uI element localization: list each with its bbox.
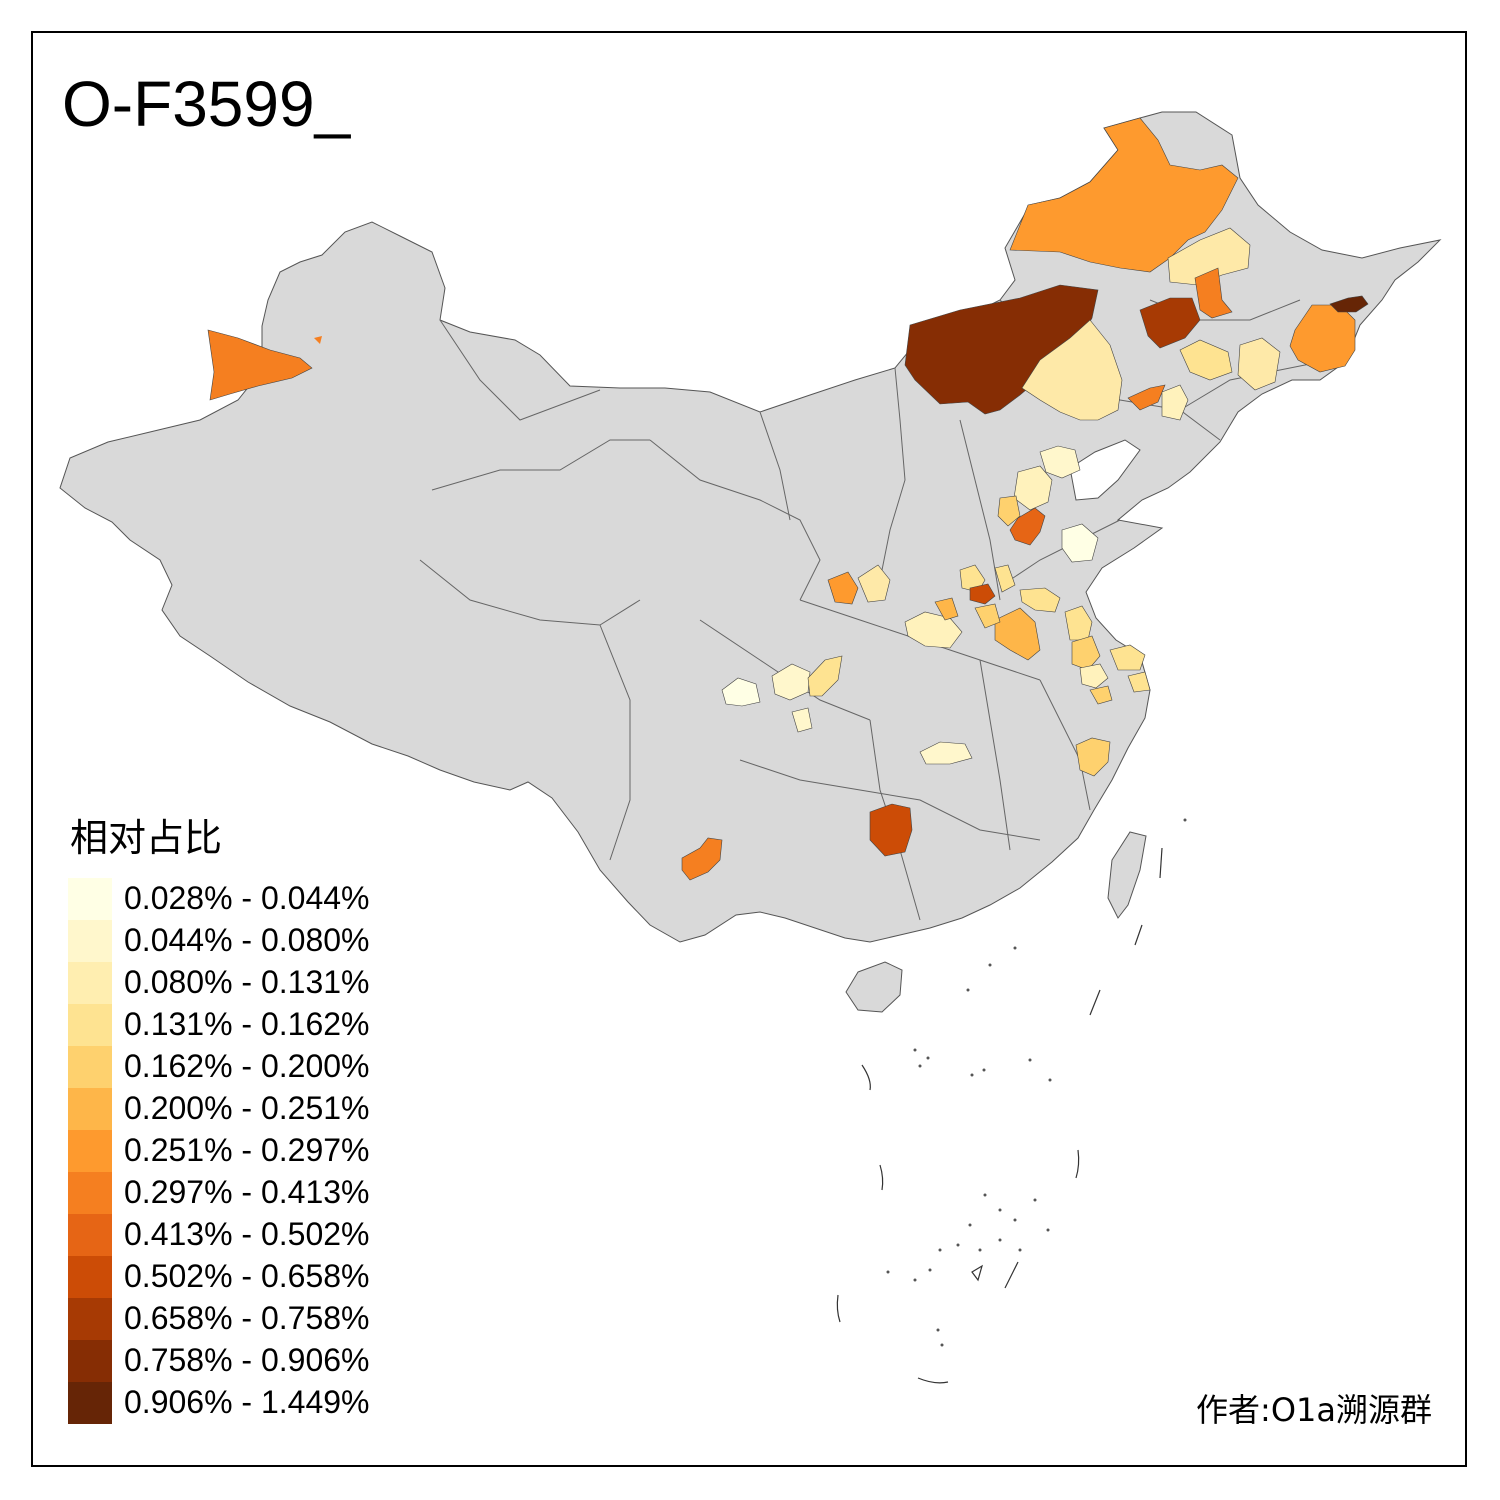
legend-label: 0.251% - 0.297% <box>124 1132 370 1169</box>
region-jiangsu-south <box>1109 644 1146 671</box>
region-henan-pingdingshan <box>934 597 959 621</box>
region-anhui-central <box>1071 635 1101 671</box>
south-china-sea-islands <box>836 847 1163 1384</box>
legend-item: 0.028% - 0.044% <box>68 877 370 920</box>
region-inner-mongolia-central <box>1021 319 1123 421</box>
legend-label: 0.658% - 0.758% <box>124 1300 370 1337</box>
legend-swatch <box>68 877 112 920</box>
region-jiangxi-north <box>1075 737 1111 777</box>
legend-swatch <box>68 919 112 962</box>
legend-item: 0.200% - 0.251% <box>68 1087 370 1130</box>
region-jiangsu-suzhou <box>1127 671 1151 693</box>
scattered-reefs <box>886 818 1187 1347</box>
region-sichuan-south <box>791 707 813 733</box>
legend-item: 0.502% - 0.658% <box>68 1255 370 1298</box>
region-sichuan-central <box>771 663 811 701</box>
legend-rows: 0.028% - 0.044% 0.044% - 0.080% 0.080% - 0… <box>68 877 370 1424</box>
province-borders <box>419 299 1331 921</box>
legend-item: 0.044% - 0.080% <box>68 919 370 962</box>
legend-label: 0.758% - 0.906% <box>124 1342 370 1379</box>
region-liaoning-west <box>1127 384 1166 411</box>
region-liaoning-central <box>1161 384 1189 421</box>
china-mainland <box>59 111 1442 943</box>
region-jilin-east <box>1237 337 1281 391</box>
legend-label: 0.131% - 0.162% <box>124 1006 370 1043</box>
region-hebei-north <box>1039 445 1081 479</box>
legend-swatch <box>68 1255 112 1298</box>
map-title: O-F3599_ <box>62 68 351 140</box>
region-shaanxi-baoji <box>827 571 859 605</box>
legend-label: 0.044% - 0.080% <box>124 922 370 959</box>
legend-item: 0.413% - 0.502% <box>68 1213 370 1256</box>
legend-item: 0.297% - 0.413% <box>68 1171 370 1214</box>
region-heilongjiang-east <box>1289 304 1356 373</box>
region-guangxi-hechi <box>869 803 913 857</box>
legend-swatch <box>68 1171 112 1214</box>
region-hunan-central <box>919 741 973 765</box>
region-henan-anyang <box>994 564 1016 593</box>
region-shaanxi-xian <box>857 564 891 603</box>
legend-label: 0.200% - 0.251% <box>124 1090 370 1127</box>
region-xinjiang-north <box>207 329 313 401</box>
region-anhui-south <box>1079 663 1109 689</box>
legend-label: 0.028% - 0.044% <box>124 880 370 917</box>
region-henan-east <box>1019 587 1061 613</box>
legend-item: 0.906% - 1.449% <box>68 1381 370 1424</box>
legend-label: 0.502% - 0.658% <box>124 1258 370 1295</box>
legend-item: 0.758% - 0.906% <box>68 1339 370 1382</box>
legend-swatch <box>68 1381 112 1424</box>
region-anhui-north <box>1064 605 1093 641</box>
legend-item: 0.251% - 0.297% <box>68 1129 370 1172</box>
region-zhejiang-north <box>1089 685 1113 705</box>
author-credit: 作者:O1a溯源群 <box>1196 1391 1432 1429</box>
region-yunnan-west <box>681 837 723 881</box>
map-frame <box>31 31 1467 1467</box>
region-hebei-shijiazhuang <box>1009 507 1046 546</box>
legend-label: 0.080% - 0.131% <box>124 964 370 1001</box>
legend-swatch <box>68 1297 112 1340</box>
legend-title: 相对占比 <box>70 816 223 860</box>
legend-item: 0.131% - 0.162% <box>68 1003 370 1046</box>
legend-label: 0.162% - 0.200% <box>124 1048 370 1085</box>
legend-swatch <box>68 1003 112 1046</box>
region-baicheng <box>1194 267 1233 319</box>
region-henan-nanyang <box>904 611 963 649</box>
hainan-island <box>845 961 903 1013</box>
legend-label: 0.906% - 1.449% <box>124 1384 370 1421</box>
region-sichuan-ganzi <box>721 677 761 707</box>
bohai-sea <box>1069 439 1141 501</box>
region-tongliao <box>1139 297 1201 349</box>
region-xingan <box>1167 227 1251 286</box>
legend-swatch <box>68 1213 112 1256</box>
legend-item: 0.080% - 0.131% <box>68 961 370 1004</box>
legend-label: 0.297% - 0.413% <box>124 1174 370 1211</box>
legend-swatch <box>68 961 112 1004</box>
legend-item: 0.658% - 0.758% <box>68 1297 370 1340</box>
region-sichuan-dazhou <box>807 655 843 697</box>
region-henan-zhumadian <box>994 607 1041 661</box>
legend-swatch <box>68 1087 112 1130</box>
legend-swatch <box>68 1129 112 1172</box>
region-henan-jiaozuo <box>969 583 996 605</box>
taiwan-island <box>1107 831 1147 919</box>
region-heilongjiang-northeast <box>1329 295 1369 313</box>
legend: 相对占比 0.028% - 0.044% 0.044% - 0.080% 0.080… <box>68 816 370 1424</box>
region-jilin-central <box>1179 339 1233 381</box>
region-henan-xuchang <box>974 603 1001 629</box>
region-hebei-south <box>997 495 1021 527</box>
legend-swatch <box>68 1045 112 1088</box>
legend-label: 0.413% - 0.502% <box>124 1216 370 1253</box>
region-shandong-north <box>1061 523 1099 563</box>
legend-item: 0.162% - 0.200% <box>68 1045 370 1088</box>
region-xinjiang-small <box>314 336 322 344</box>
legend-swatch <box>68 1339 112 1382</box>
